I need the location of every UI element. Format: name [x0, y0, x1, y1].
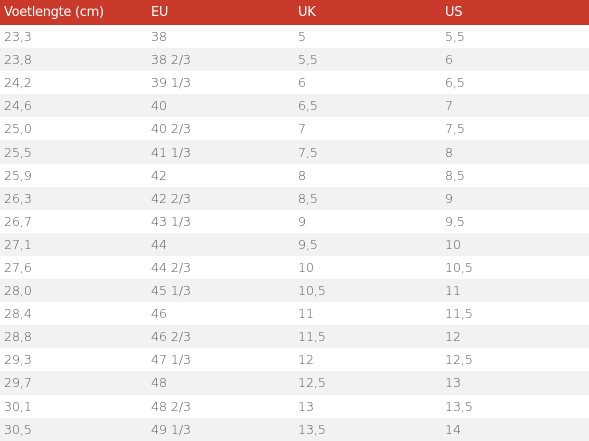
table-cell: 38 2/3 — [147, 48, 294, 72]
table-cell: 8 — [298, 167, 306, 183]
table-cell: 25,5 — [0, 140, 147, 164]
table-cell: 40 2/3 — [151, 121, 191, 137]
header-row: Voetlengte (cm) EU UK US — [0, 0, 589, 25]
table-cell: 11 — [298, 306, 314, 322]
table-cell: 13 — [298, 398, 314, 414]
table-row: 29,3 47 1/3 12 12,5 — [0, 348, 589, 371]
table-cell: 8 — [441, 140, 589, 164]
table-row: 26,3 42 2/3 8,5 9 — [0, 186, 589, 210]
table-cell: 12,5 — [294, 371, 441, 395]
table-cell: 26,7 — [4, 213, 32, 229]
table-cell: 42 2/3 — [147, 186, 294, 210]
table-row: 28,0 45 1/3 10,5 11 — [0, 279, 589, 303]
table-cell: 7,5 — [445, 121, 465, 137]
table-cell: 25,0 — [4, 121, 32, 137]
table-row: 30,5 49 1/3 13,5 14 — [0, 417, 589, 441]
table-cell: 5 — [298, 29, 306, 45]
table-cell: 6,5 — [294, 94, 441, 118]
table-row: 30,1 48 2/3 13 13,5 — [0, 395, 589, 418]
table-cell: 46 2/3 — [147, 325, 294, 349]
table-cell: 47 1/3 — [151, 352, 191, 368]
table-cell: 27,1 — [0, 232, 147, 256]
table-cell: 13,5 — [445, 398, 473, 414]
table-cell: 26,3 — [0, 186, 147, 210]
table-cell: 23,3 — [4, 29, 32, 45]
table-cell: 8,5 — [445, 167, 465, 183]
table-cell: 46 — [151, 306, 167, 322]
table-cell: 41 1/3 — [147, 140, 294, 164]
table-cell: 29,3 — [4, 352, 32, 368]
column-header: EU — [147, 0, 294, 25]
table-cell: 39 1/3 — [151, 75, 191, 91]
table-cell: 6 — [441, 48, 589, 72]
table-cell: 49 1/3 — [147, 417, 294, 441]
table-cell: 45 1/3 — [147, 279, 294, 303]
table-cell: 11,5 — [294, 325, 441, 349]
table-cell: 43 1/3 — [151, 213, 191, 229]
table-cell: 29,7 — [0, 371, 147, 395]
table-row: 29,7 48 12,5 13 — [0, 371, 589, 395]
table-row: 23,8 38 2/3 5,5 6 — [0, 48, 589, 72]
table-cell: 27,6 — [4, 259, 32, 275]
table-cell: 12 — [441, 325, 589, 349]
table-row: 25,0 40 2/3 7 7,5 — [0, 117, 589, 140]
table-cell: 9 — [441, 186, 589, 210]
table-body: 23,3 38 5 5,5 23,8 38 2/3 5,5 6 24,2 39 1/3 6 6,5 24… — [0, 25, 589, 441]
table-cell: 30,1 — [4, 398, 32, 414]
table-row: 23,3 38 5 5,5 — [0, 25, 589, 48]
table-row: 28,8 46 2/3 11,5 12 — [0, 325, 589, 349]
table-cell: 7,5 — [294, 140, 441, 164]
table-cell: 28,0 — [0, 279, 147, 303]
table-cell: 7 — [298, 121, 306, 137]
table-cell: 6 — [298, 75, 306, 91]
column-header: UK — [294, 0, 441, 25]
table-cell: 48 2/3 — [151, 398, 191, 414]
table-cell: 28,4 — [4, 306, 32, 322]
table-cell: 30,5 — [0, 417, 147, 441]
table-cell: 24,6 — [0, 94, 147, 118]
table-cell: 44 2/3 — [151, 259, 191, 275]
table-cell: 10 — [298, 259, 314, 275]
table-cell: 44 — [147, 232, 294, 256]
table-cell: 5,5 — [294, 48, 441, 72]
table-row: 27,1 44 9,5 10 — [0, 232, 589, 256]
table-row: 27,6 44 2/3 10 10,5 — [0, 256, 589, 279]
table-cell: 10,5 — [294, 279, 441, 303]
table-cell: 10,5 — [445, 259, 473, 275]
table-cell: 8,5 — [294, 186, 441, 210]
table-cell: 11,5 — [445, 306, 473, 322]
table-cell: 24,2 — [4, 75, 32, 91]
table-row: 28,4 46 11 11,5 — [0, 302, 589, 325]
table-cell: 5,5 — [445, 29, 465, 45]
table-cell: 13,5 — [294, 417, 441, 441]
table-cell: 12 — [298, 352, 314, 368]
table-cell: 40 — [147, 94, 294, 118]
table-row: 26,7 43 1/3 9 9,5 — [0, 210, 589, 233]
table-cell: 42 — [151, 167, 167, 183]
table-row: 24,6 40 6,5 7 — [0, 94, 589, 118]
table-cell: 14 — [441, 417, 589, 441]
table-row: 25,9 42 8 8,5 — [0, 164, 589, 187]
table-cell: 48 — [147, 371, 294, 395]
table-cell: 6,5 — [445, 75, 465, 91]
table-cell: 25,9 — [4, 167, 32, 183]
table-row: 25,5 41 1/3 7,5 8 — [0, 140, 589, 164]
table-cell: 10 — [441, 232, 589, 256]
table-cell: 12,5 — [445, 352, 473, 368]
table-cell: 9 — [298, 213, 306, 229]
column-header: US — [441, 0, 589, 25]
table-cell: 9,5 — [294, 232, 441, 256]
table-cell: 38 — [151, 29, 167, 45]
table-row: 24,2 39 1/3 6 6,5 — [0, 71, 589, 94]
column-header: Voetlengte (cm) — [0, 0, 147, 25]
table-cell: 28,8 — [0, 325, 147, 349]
table-cell: 13 — [441, 371, 589, 395]
table-cell: 7 — [441, 94, 589, 118]
table-cell: 23,8 — [0, 48, 147, 72]
table-cell: 9,5 — [445, 213, 465, 229]
table-cell: 11 — [441, 279, 589, 303]
